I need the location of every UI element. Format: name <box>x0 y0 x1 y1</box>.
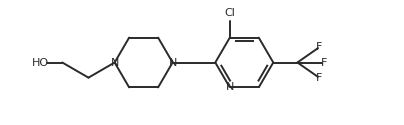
Text: N: N <box>168 58 177 68</box>
Text: F: F <box>320 58 327 68</box>
Text: N: N <box>225 82 234 92</box>
Text: F: F <box>316 42 323 52</box>
Text: Cl: Cl <box>224 8 235 18</box>
Text: N: N <box>110 58 119 68</box>
Text: HO: HO <box>32 58 49 68</box>
Text: F: F <box>316 73 323 83</box>
